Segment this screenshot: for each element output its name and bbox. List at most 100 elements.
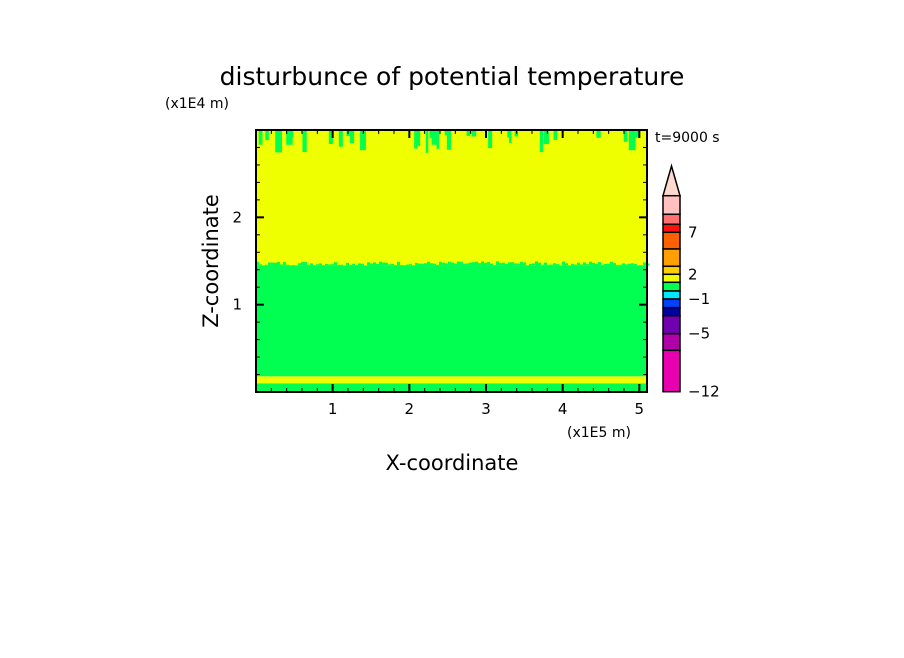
contour-edge [385, 263, 388, 266]
contour-edge [454, 264, 457, 266]
contour-edge [301, 262, 304, 265]
contour-edge [523, 262, 526, 265]
contour-edge [604, 264, 607, 265]
contour-edge [532, 263, 535, 265]
contour-plume [339, 130, 343, 147]
contour-edge [592, 263, 595, 265]
contour-edge [457, 261, 460, 265]
contour-edge [628, 264, 631, 266]
contour-edge [388, 264, 391, 265]
contour-edge [415, 263, 418, 265]
contour-plume [275, 130, 282, 152]
time-label: t=9000 s [655, 130, 720, 146]
y-tick-label: 1 [232, 296, 242, 314]
contour-edge [316, 264, 319, 265]
contour-edge [277, 262, 280, 265]
contour-edge [520, 262, 523, 266]
contour-edge [376, 264, 379, 265]
contour-edge [421, 264, 424, 266]
contour-edge [571, 264, 574, 266]
contour-edge [382, 262, 385, 265]
contour-edge [565, 263, 568, 265]
contour-edge [442, 263, 445, 266]
x-tick-label: 3 [481, 400, 491, 418]
contour-plume [265, 130, 269, 140]
contour-region [256, 383, 647, 392]
colorbar-label: −1 [688, 290, 710, 308]
contour-edge [361, 264, 364, 266]
contour-edge [505, 264, 508, 266]
contour-plume [302, 130, 306, 152]
contour-edge [499, 263, 502, 265]
contour-edge [643, 262, 646, 265]
contour-edge [271, 263, 274, 266]
contour-edge [424, 263, 427, 265]
contour-edge [310, 263, 313, 265]
contour-edge [478, 263, 481, 265]
contour-edge [631, 263, 634, 265]
y-unit-label: (x1E4 m) [165, 96, 229, 112]
contour-edge [481, 261, 484, 265]
contour-plume [488, 130, 492, 148]
contour-edge [379, 262, 382, 266]
contour-edge [583, 262, 586, 265]
contour-edge [544, 263, 547, 266]
contour-edge [391, 264, 394, 265]
colorbar-segment [663, 266, 680, 274]
contour-edge [625, 264, 628, 265]
contour-edge [319, 263, 322, 265]
contour-edge [607, 264, 610, 266]
contour-plume [629, 130, 636, 150]
contour-edge [496, 261, 499, 265]
contour-edge [433, 264, 436, 266]
colorbar-segment [663, 282, 680, 291]
colorbar-label: −5 [688, 325, 710, 343]
colorbar-segment [663, 299, 680, 308]
x-axis-label: X-coordinate [386, 451, 519, 475]
contour-edge [610, 262, 613, 266]
contour-edge [346, 263, 349, 265]
contour-edge [307, 265, 310, 266]
colorbar-segment [663, 308, 680, 316]
contour-edge [619, 265, 622, 266]
contour-edge [280, 264, 283, 265]
contour-plume [415, 130, 420, 146]
contour-edge [325, 264, 328, 265]
contour-edge [589, 262, 592, 266]
contour-edge [580, 264, 583, 265]
colorbar-segment [663, 214, 680, 224]
contour-edge [370, 264, 373, 266]
contour-edge [550, 265, 553, 266]
contour-edge [466, 263, 469, 265]
contour-plume [426, 130, 428, 153]
contour-edge [451, 263, 454, 266]
contour-edge [586, 264, 589, 265]
x-tick-label: 1 [328, 400, 338, 418]
contour-edge [373, 262, 376, 265]
contour-edge [553, 263, 556, 265]
contour-edge [337, 265, 340, 266]
contour-edge [484, 263, 487, 266]
contour-region [256, 130, 647, 265]
colorbar: 72−1−5−12 [663, 166, 720, 401]
contour-edge [472, 262, 475, 265]
colorbar-segment [663, 316, 680, 334]
contour-plume [544, 130, 549, 144]
contour-edge [475, 262, 478, 266]
contour-edge [601, 265, 604, 266]
contour-edge [595, 264, 598, 266]
contour-edge [328, 264, 331, 265]
contour-edge [298, 263, 301, 265]
contour-edge [577, 263, 580, 266]
contour-edge [487, 262, 490, 265]
contour-edge [445, 263, 448, 265]
contour-edge [529, 264, 532, 265]
contour-edge [274, 263, 277, 266]
contour-edge [562, 262, 565, 266]
contour-plume [447, 130, 451, 150]
colorbar-segment [663, 291, 680, 299]
contour-edge [541, 265, 544, 266]
contour-edge [286, 265, 289, 266]
contour-edge [463, 264, 466, 266]
y-axis-label: Z-coordinate [199, 194, 223, 328]
